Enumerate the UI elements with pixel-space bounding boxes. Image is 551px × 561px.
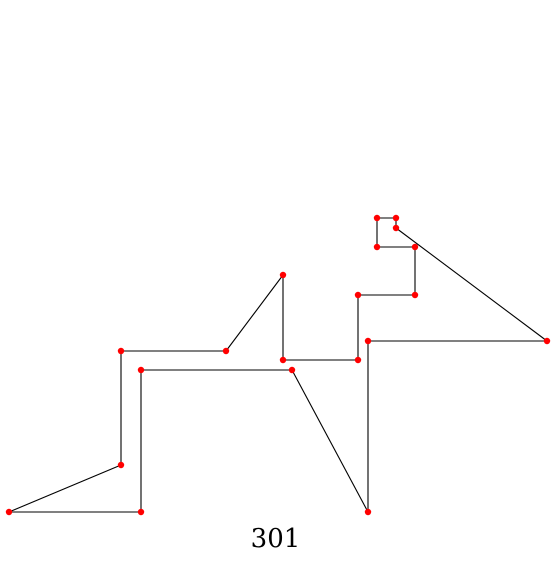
path-vertex [411,243,419,251]
path-edge [395,227,548,342]
path-edges [8,217,548,513]
path-vertex [5,508,13,516]
path-vertex [411,291,419,299]
path-vertex [279,356,287,364]
path-vertex [354,291,362,299]
path-vertex [543,337,551,345]
path-vertex [373,214,381,222]
path-vertex [392,224,400,232]
path-vertex [288,366,296,374]
path-edge [8,464,122,513]
path-vertex [279,271,287,279]
figure-caption: 301 [250,524,301,554]
path-vertex [373,243,381,251]
path-vertices [5,214,551,516]
path-vertex [137,508,145,516]
path-vertex [222,347,230,355]
path-vertex [137,366,145,374]
path-edge [291,369,369,513]
path-vertex [117,347,125,355]
path-vertex [354,356,362,364]
path-vertex [117,461,125,469]
path-vertex [392,214,400,222]
path-vertex [364,337,372,345]
path-edge [225,274,284,352]
path-vertex [364,508,372,516]
